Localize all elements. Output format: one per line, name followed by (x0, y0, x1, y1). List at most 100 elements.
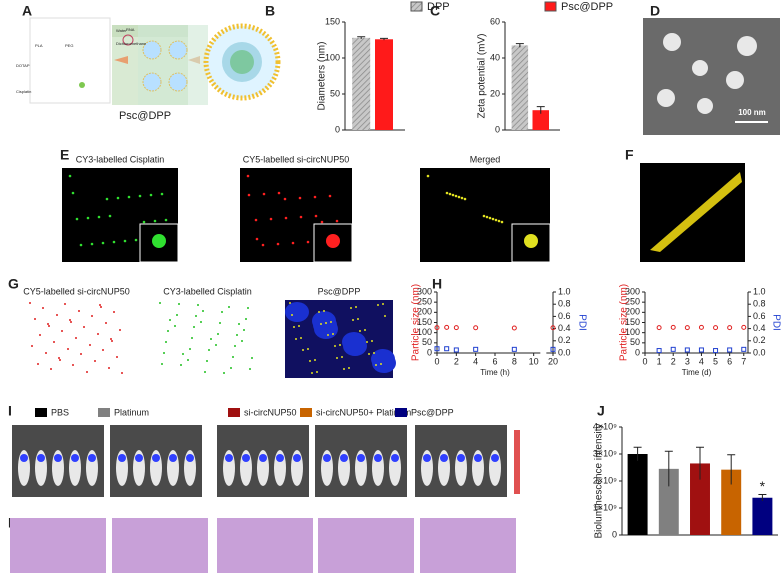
signal (323, 454, 331, 462)
x-tick-label: 10 (529, 356, 539, 366)
signal (357, 454, 365, 462)
spot (70, 321, 72, 323)
spot (245, 318, 247, 320)
spot (79, 243, 83, 247)
point (698, 324, 704, 330)
spot (325, 322, 327, 324)
point (670, 346, 676, 352)
spot (127, 195, 131, 199)
spot (105, 322, 107, 324)
spot (494, 218, 498, 222)
spot (228, 306, 230, 308)
y-axis-label: Bioluminescence intensity (594, 423, 605, 538)
point (444, 324, 450, 330)
spot (208, 349, 210, 351)
spot (320, 323, 322, 325)
spot (91, 315, 93, 317)
y-tick-label: 300 (417, 286, 432, 296)
legend-label: Psc@DPP (411, 407, 454, 417)
point (713, 348, 719, 354)
point (444, 346, 450, 352)
point (434, 325, 440, 331)
spot (230, 367, 232, 369)
panel-label: H (432, 276, 442, 292)
spot (78, 310, 80, 312)
x-tick-label: 2 (671, 356, 676, 366)
panel-label: E (60, 147, 69, 163)
spot (300, 337, 302, 339)
spot (318, 311, 320, 313)
y2-tick-label: 0.6 (753, 311, 766, 321)
spot (83, 326, 85, 328)
spot (323, 310, 325, 312)
panel-label: F (625, 147, 634, 163)
point (727, 325, 733, 331)
signal (491, 454, 499, 462)
spot (451, 193, 455, 197)
spot (29, 302, 31, 304)
spot (336, 357, 338, 359)
spot (291, 241, 295, 245)
y-tick-label: 50 (330, 88, 340, 98)
spot (491, 217, 495, 221)
y2-tick-label: 0.0 (558, 347, 571, 357)
y2-tick-label: 0.4 (753, 323, 766, 333)
image-caption: CY3-labelled Cisplatin (76, 154, 165, 164)
x-axis-label: Time (d) (682, 368, 712, 377)
spot (295, 338, 297, 340)
spot (488, 216, 492, 220)
tem-image (643, 18, 780, 135)
schematic-label: Dichloromethane (116, 41, 147, 46)
schematic-label: Cisplatin (16, 89, 31, 94)
spot (113, 311, 115, 313)
spot (153, 219, 157, 223)
spot (309, 360, 311, 362)
y2-tick-label: 0.2 (558, 335, 571, 345)
spot (373, 352, 375, 354)
spot (232, 356, 234, 358)
y2-tick-label: 1.0 (558, 286, 571, 296)
spot (72, 364, 74, 366)
signal (391, 454, 399, 462)
signal (225, 454, 233, 462)
spot (176, 314, 178, 316)
spot (359, 330, 361, 332)
spot (335, 219, 339, 223)
point (741, 324, 747, 330)
spot (37, 363, 39, 365)
spot (45, 352, 47, 354)
image-caption: CY5-labelled si-circNUP50 (23, 286, 130, 296)
schematic-label: DOTAP (16, 63, 30, 68)
spot (180, 364, 182, 366)
point (434, 346, 440, 352)
spot (375, 364, 377, 366)
spot (121, 372, 123, 374)
image-caption: CY5-labelled si-circNUP50 (243, 154, 350, 164)
y-axis-label: Particle size (nm) (411, 284, 422, 361)
spot (178, 303, 180, 305)
point (453, 325, 459, 331)
histology-image (420, 518, 516, 573)
spot (47, 323, 49, 325)
spot (497, 219, 501, 223)
spot (348, 367, 350, 369)
bar (752, 497, 773, 535)
spot (328, 194, 332, 198)
spot (445, 191, 449, 195)
y-tick-label: 150 (417, 317, 432, 327)
spot (463, 197, 467, 201)
spot (380, 363, 382, 365)
spot (448, 192, 452, 196)
spot (217, 333, 219, 335)
color-scale (514, 430, 520, 494)
spot (75, 217, 79, 221)
spot (457, 195, 461, 199)
spot (71, 191, 75, 195)
spot (384, 315, 386, 317)
spot (261, 243, 265, 247)
signal (54, 454, 62, 462)
spot (50, 368, 52, 370)
legend-label: PBS (51, 407, 69, 417)
spot (251, 357, 253, 359)
